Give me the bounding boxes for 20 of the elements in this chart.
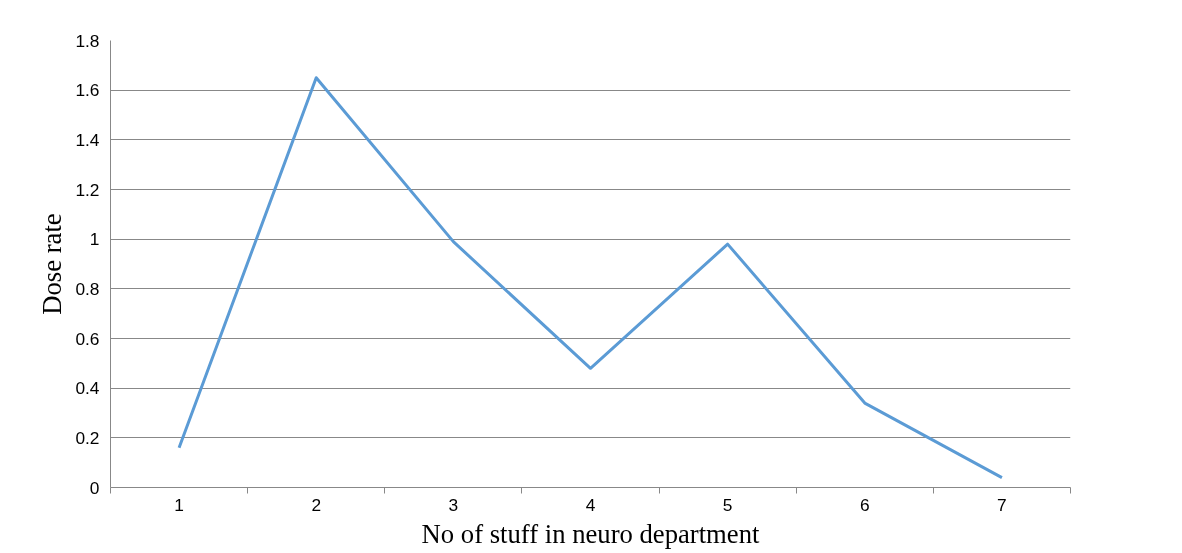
x-axis-title: No of stuff in neuro department — [421, 518, 760, 549]
x-tick-label: 1 — [174, 494, 184, 515]
y-tick-label: 0.4 — [75, 378, 100, 399]
y-axis-title: Dose rate — [37, 213, 68, 315]
y-tick-label: 1.2 — [75, 179, 100, 200]
y-tick-label: 0.6 — [75, 328, 100, 349]
x-tick-label: 5 — [722, 494, 733, 515]
y-tick-label: 1.6 — [75, 80, 100, 101]
x-tick-label: 6 — [859, 494, 870, 515]
y-tick-label: 1 — [89, 229, 100, 250]
x-tick-label: 7 — [997, 494, 1007, 515]
y-tick-label: 1.4 — [75, 129, 100, 150]
x-tick-label: 4 — [585, 494, 596, 515]
y-tick-label: 0.2 — [75, 427, 100, 448]
line-series — [177, 76, 1004, 480]
y-tick-label: 1.8 — [75, 30, 100, 51]
y-tick-label: 0 — [89, 477, 100, 498]
y-tick-label: 0.8 — [75, 278, 100, 299]
x-tick-label: 2 — [311, 494, 322, 515]
x-tick-label: 3 — [448, 494, 459, 515]
